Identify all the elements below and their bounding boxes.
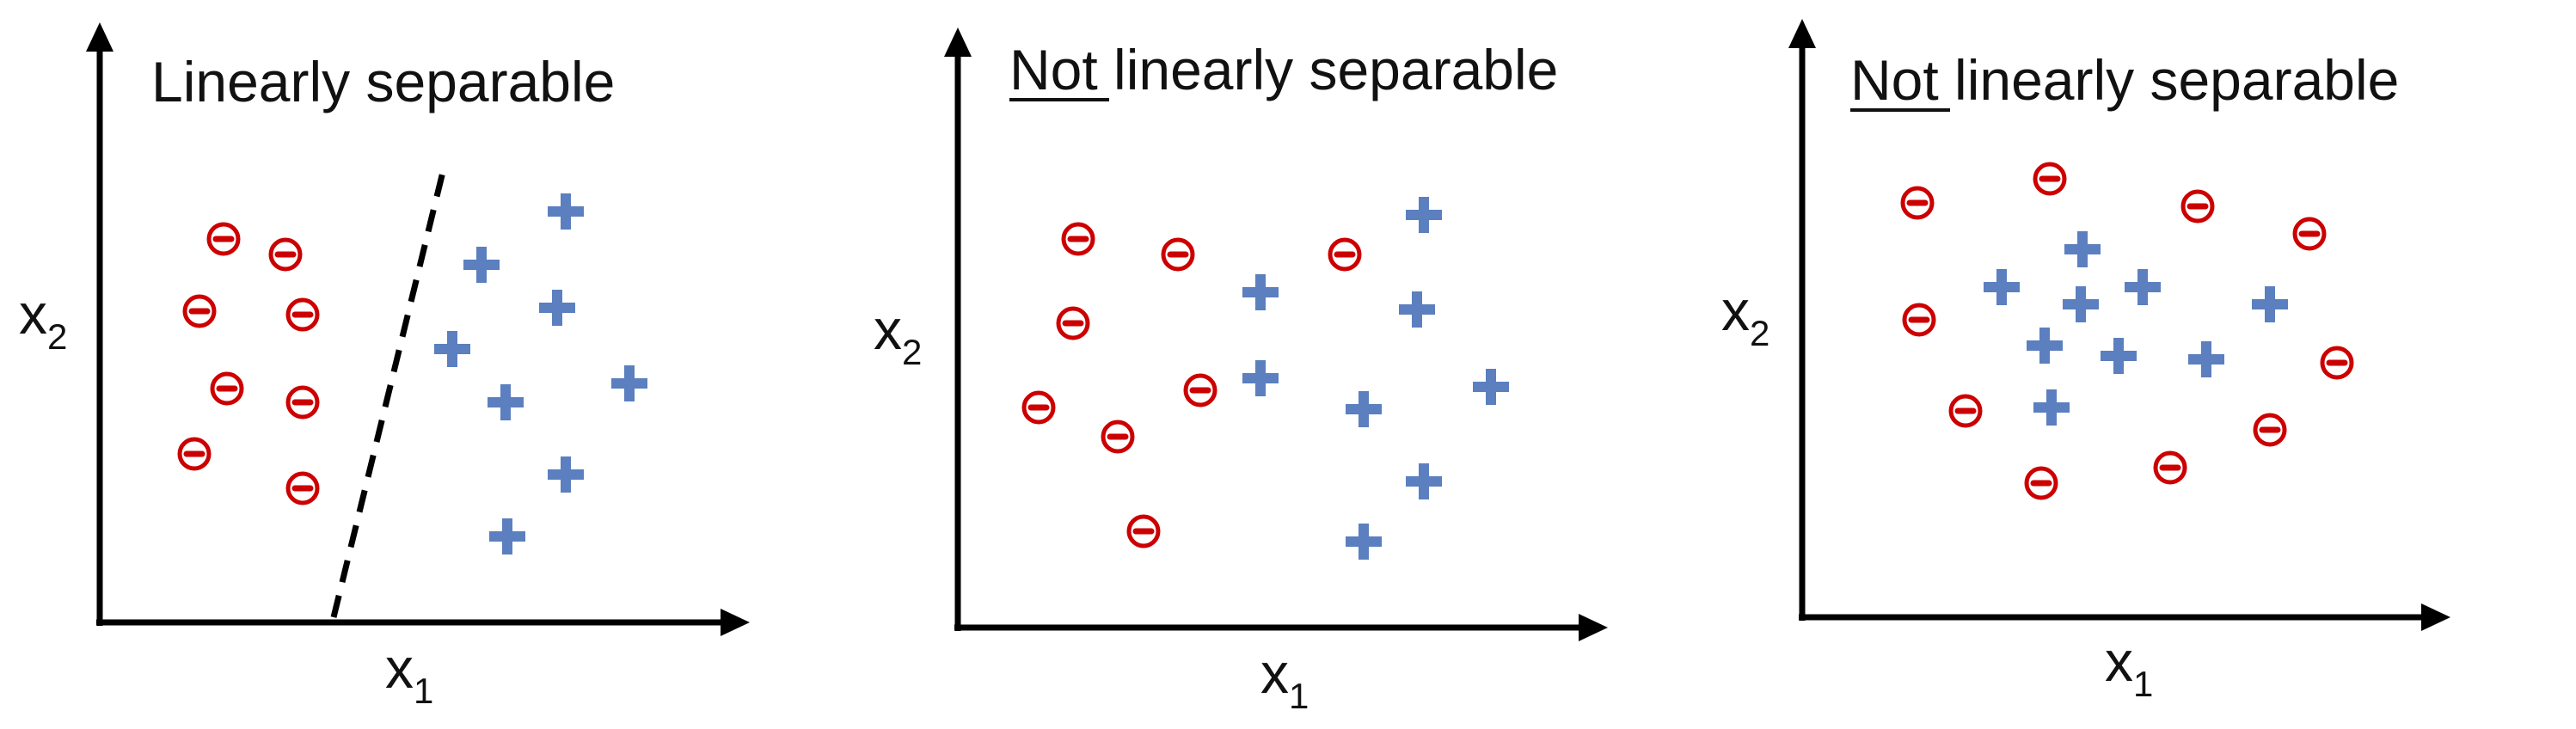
minus-circle-icon bbox=[1328, 237, 1362, 272]
plus-icon bbox=[2033, 389, 2070, 426]
plus-icon bbox=[1473, 369, 1509, 405]
minus-circle-icon bbox=[2292, 217, 2327, 251]
panel-not-linearly-separable-b: Not linearly separable x2 x1 bbox=[1721, 19, 2450, 704]
plus-icon bbox=[489, 518, 525, 554]
plus-icon bbox=[548, 193, 584, 230]
plus-icon bbox=[1406, 463, 1442, 499]
minus-circle-icon bbox=[2180, 189, 2215, 224]
minus-circle-icon bbox=[182, 294, 217, 328]
panel-title: Linearly separable bbox=[151, 50, 615, 113]
minus-circle-icon bbox=[1900, 186, 1935, 220]
minus-circle-icon bbox=[1902, 303, 1936, 337]
minus-circle-icon bbox=[1101, 420, 1135, 454]
panel-title-rest: Linearly separable bbox=[151, 50, 615, 113]
minus-circle-icon bbox=[285, 385, 320, 420]
plus-icon bbox=[1984, 269, 2020, 305]
minus-circle-icon bbox=[268, 237, 303, 272]
plus-icon bbox=[2063, 286, 2099, 322]
minus-circle-icon bbox=[206, 222, 241, 256]
plus-icon bbox=[548, 456, 584, 493]
minus-circle-icon bbox=[1056, 306, 1090, 340]
plus-icon bbox=[434, 331, 470, 367]
minus-circle-icon bbox=[2253, 413, 2287, 447]
x-axis bbox=[96, 609, 750, 636]
plus-icon bbox=[1399, 291, 1435, 328]
minus-circle-icon bbox=[2033, 162, 2067, 196]
plus-icon bbox=[539, 290, 575, 326]
x-axis bbox=[1799, 603, 2450, 631]
panel-title: Not linearly separable bbox=[1009, 38, 1558, 101]
y-axis-label: x2 bbox=[874, 297, 922, 372]
x-axis bbox=[954, 614, 1608, 641]
minus-circle-icon bbox=[2153, 450, 2187, 485]
minus-circle-icon bbox=[2024, 466, 2058, 500]
minus-circle-icon bbox=[177, 437, 212, 471]
data-points bbox=[1900, 162, 2354, 500]
x-axis-label: x1 bbox=[385, 636, 433, 711]
plus-icon bbox=[1242, 360, 1279, 396]
minus-circle-icon bbox=[1161, 237, 1195, 272]
plus-icon bbox=[1406, 197, 1442, 233]
panel-title-underlined: Not bbox=[1009, 38, 1098, 101]
panel-linearly-separable: Linearly separable x2 x1 bbox=[19, 22, 750, 711]
plus-icon bbox=[1242, 274, 1279, 310]
plus-icon bbox=[1346, 391, 1382, 427]
panel-title-rest: linearly separable bbox=[1098, 38, 1559, 101]
plus-icon bbox=[2101, 338, 2137, 374]
panel-not-linearly-separable-a: Not linearly separable x2 x1 bbox=[874, 28, 1608, 716]
plus-icon bbox=[488, 384, 524, 420]
minus-circle-icon bbox=[210, 371, 244, 406]
plus-icon bbox=[2064, 231, 2101, 267]
minus-circle-icon bbox=[285, 471, 320, 505]
x-axis-label: x1 bbox=[1260, 641, 1309, 716]
y-axis-label: x2 bbox=[19, 282, 67, 357]
y-axis bbox=[1788, 19, 1816, 621]
minus-circle-icon bbox=[1126, 514, 1161, 548]
panel-title-underlined: Not bbox=[1850, 48, 1939, 112]
y-axis bbox=[944, 28, 972, 631]
x-axis-label: x1 bbox=[2105, 629, 2153, 704]
minus-circle-icon bbox=[285, 297, 320, 332]
minus-circle-icon bbox=[1948, 394, 1983, 428]
plus-icon bbox=[611, 365, 647, 401]
data-points bbox=[177, 193, 647, 554]
plus-icon bbox=[2188, 341, 2224, 377]
data-points bbox=[1021, 197, 1509, 560]
plus-icon bbox=[1346, 524, 1382, 560]
minus-circle-icon bbox=[1183, 373, 1217, 407]
minus-circle-icon bbox=[2320, 346, 2354, 380]
minus-circle-icon bbox=[1061, 222, 1095, 256]
plus-icon bbox=[463, 247, 500, 283]
plus-icon bbox=[2125, 269, 2161, 305]
panel-title-rest: linearly separable bbox=[1939, 48, 2400, 112]
panel-title: Not linearly separable bbox=[1850, 48, 2399, 112]
decision-boundary bbox=[330, 168, 447, 618]
minus-circle-icon bbox=[1021, 390, 1056, 425]
y-axis-label: x2 bbox=[1721, 279, 1769, 353]
plus-icon bbox=[2252, 286, 2288, 322]
plus-icon bbox=[2027, 328, 2063, 364]
y-axis bbox=[86, 22, 113, 626]
